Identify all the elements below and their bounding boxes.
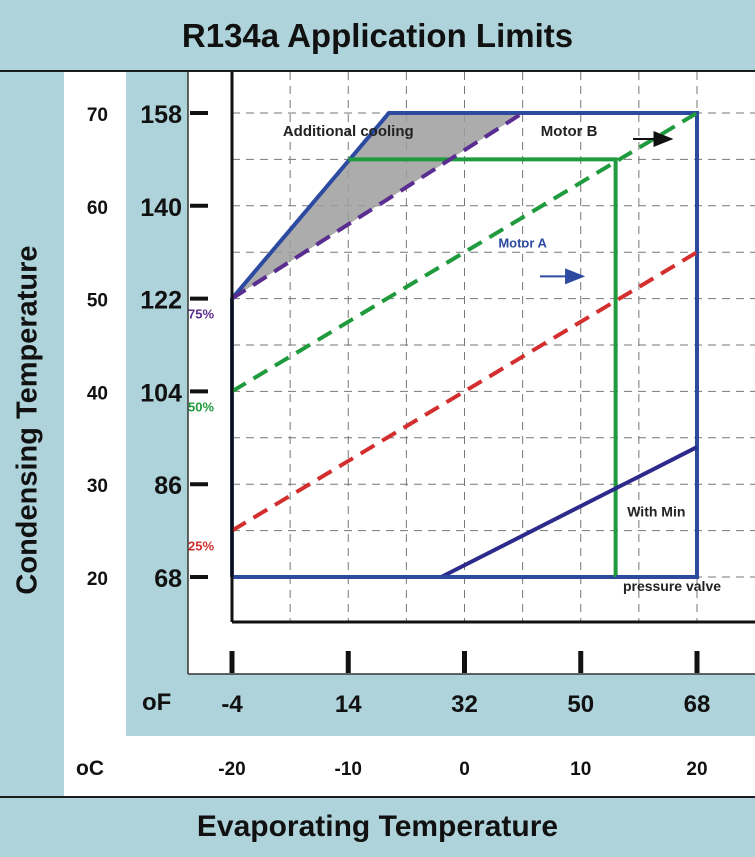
y-tick-label-c: 60 xyxy=(87,198,108,219)
unit-celsius-label: oC xyxy=(76,757,104,780)
unit-fahrenheit-label: oF xyxy=(142,689,171,716)
label-25-percent: 25% xyxy=(188,539,214,554)
y-tick-label-c: 70 xyxy=(87,105,108,126)
footer-divider xyxy=(0,796,755,798)
x-tick-label-c: -10 xyxy=(335,759,362,780)
annotation-pressure-valve: pressure valve xyxy=(623,578,721,594)
x-axis-title: Evaporating Temperature xyxy=(196,810,559,843)
y-tick-label-f: 68 xyxy=(154,565,182,593)
chart-title: R134a Application Limits xyxy=(181,17,574,54)
y-tick-label-f: 122 xyxy=(140,287,182,315)
y-tick-label-c: 40 xyxy=(87,383,108,404)
plot-area xyxy=(188,72,755,674)
annotation-motor-b: Motor B xyxy=(541,123,598,140)
y-tick-label-f: 140 xyxy=(140,194,182,222)
line-25-percent xyxy=(230,250,699,533)
annotation-motor-a: Motor A xyxy=(498,236,547,251)
x-tick-label-f: 32 xyxy=(451,691,478,718)
annotation-additional-cooling: Additional cooling xyxy=(283,123,414,140)
x-tick-label-c: 0 xyxy=(459,759,470,780)
label-50-percent: 50% xyxy=(188,399,214,414)
y-tick-label-f: 158 xyxy=(140,101,182,129)
x-tick-label-c: 10 xyxy=(570,759,591,780)
x-tick-label-f: 68 xyxy=(684,691,711,718)
y-tick-label-f: 86 xyxy=(154,472,182,500)
line-50-percent xyxy=(230,111,699,394)
motor-b-line xyxy=(348,157,618,577)
x-tick-label-f: 50 xyxy=(567,691,594,718)
x-tick-label-f: -4 xyxy=(221,691,243,718)
x-tick-label-f: 14 xyxy=(335,691,362,718)
title-divider xyxy=(0,70,755,72)
line-75-percent xyxy=(230,111,524,301)
y-tick-label-c: 30 xyxy=(87,476,108,497)
x-tick-label-c: 20 xyxy=(686,759,707,780)
min-pressure-line xyxy=(440,445,698,579)
x-tick-label-c: -20 xyxy=(218,759,245,780)
x-ticks: -4 -20 14 -10 32 0 50 10 68 20 xyxy=(218,651,710,780)
y-tick-label-c: 20 xyxy=(87,569,108,590)
annotation-with-min: With Min xyxy=(627,504,685,520)
y-tick-label-f: 104 xyxy=(140,379,182,407)
y-tick-label-c: 50 xyxy=(87,291,108,312)
label-75-percent: 75% xyxy=(188,307,214,322)
y-ticks: 158 70 140 60 122 50 104 40 86 30 68 20 xyxy=(87,101,208,593)
